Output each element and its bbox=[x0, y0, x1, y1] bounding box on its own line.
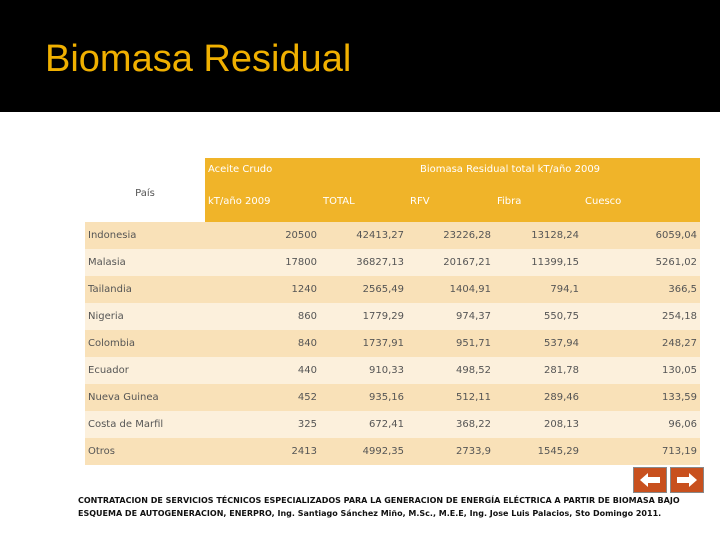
country-cell: Malasia bbox=[85, 249, 205, 276]
value-cell: 6059,04 bbox=[582, 222, 701, 249]
country-cell: Ecuador bbox=[85, 357, 205, 384]
value-cell: 840 bbox=[205, 330, 320, 357]
value-cell: 96,06 bbox=[582, 411, 701, 438]
table-row: Otros 2413 4992,35 2733,9 1545,29 713,19 bbox=[85, 438, 701, 465]
table-row: Indonesia 20500 42413,27 23226,28 13128,24 60… bbox=[85, 222, 701, 249]
table-row: Colombia 840 1737,91 951,71 537,94 248,27 bbox=[85, 330, 701, 357]
value-cell: 2413 bbox=[205, 438, 320, 465]
value-cell: 23226,28 bbox=[407, 222, 494, 249]
header-row: País Aceite Crudo Biomasa Residual total… bbox=[85, 158, 701, 222]
source-note: CONTRATACION DE SERVICIOS TÉCNICOS ESPEC… bbox=[78, 496, 680, 518]
value-cell: 935,16 bbox=[320, 384, 407, 411]
value-cell: 13128,24 bbox=[494, 222, 582, 249]
value-cell: 1779,29 bbox=[320, 303, 407, 330]
value-cell: 281,78 bbox=[494, 357, 582, 384]
country-cell: Tailandia bbox=[85, 276, 205, 303]
value-cell: 512,11 bbox=[407, 384, 494, 411]
value-cell: 951,71 bbox=[407, 330, 494, 357]
value-cell: 4992,35 bbox=[320, 438, 407, 465]
value-cell: 1404,91 bbox=[407, 276, 494, 303]
value-cell: 910,33 bbox=[320, 357, 407, 384]
value-cell: 440 bbox=[205, 357, 320, 384]
table-row: Ecuador 440 910,33 498,52 281,78 130,05 bbox=[85, 357, 701, 384]
value-cell: 974,37 bbox=[407, 303, 494, 330]
value-cell: 794,1 bbox=[494, 276, 582, 303]
country-cell: Nueva Guinea bbox=[85, 384, 205, 411]
prev-icon bbox=[640, 473, 660, 487]
nav-buttons bbox=[633, 467, 705, 493]
value-cell: 289,46 bbox=[494, 384, 582, 411]
next-icon bbox=[677, 473, 697, 487]
country-cell: Costa de Marfil bbox=[85, 411, 205, 438]
next-button[interactable] bbox=[670, 467, 704, 493]
value-cell: 368,22 bbox=[407, 411, 494, 438]
value-cell: 537,94 bbox=[494, 330, 582, 357]
value-cell: 672,41 bbox=[320, 411, 407, 438]
slide-title: Biomasa Residual bbox=[45, 38, 352, 80]
header-row: kT/año 2009 TOTAL RFV Fibra Cuesco bbox=[85, 190, 701, 222]
value-cell: 1545,29 bbox=[494, 438, 582, 465]
table-row: Nueva Guinea 452 935,16 512,11 289,46 133,59 bbox=[85, 384, 701, 411]
value-cell: 452 bbox=[205, 384, 320, 411]
value-cell: 11399,15 bbox=[494, 249, 582, 276]
header-cell: Fibra bbox=[494, 190, 582, 222]
country-cell: Otros bbox=[85, 438, 205, 465]
country-cell: Indonesia bbox=[85, 222, 205, 249]
value-cell: 1240 bbox=[205, 276, 320, 303]
header-cell: Cuesco bbox=[582, 190, 701, 222]
value-cell: 1737,91 bbox=[320, 330, 407, 357]
header-cell: TOTAL bbox=[320, 190, 407, 222]
table-row: Nigeria 860 1779,29 974,37 550,75 254,18 bbox=[85, 303, 701, 330]
country-cell: Nigeria bbox=[85, 303, 205, 330]
header-cell: RFV bbox=[407, 190, 494, 222]
value-cell: 2733,9 bbox=[407, 438, 494, 465]
value-cell: 248,27 bbox=[582, 330, 701, 357]
table-row: Tailandia 1240 2565,49 1404,91 794,1 366,5 bbox=[85, 276, 701, 303]
header-cell: kT/año 2009 bbox=[205, 190, 320, 222]
value-cell: 2565,49 bbox=[320, 276, 407, 303]
value-cell: 860 bbox=[205, 303, 320, 330]
value-cell: 713,19 bbox=[582, 438, 701, 465]
value-cell: 20167,21 bbox=[407, 249, 494, 276]
header-cell: Aceite Crudo bbox=[205, 158, 320, 190]
header-cell: Biomasa Residual total kT/año 2009 bbox=[320, 158, 701, 190]
value-cell: 5261,02 bbox=[582, 249, 701, 276]
value-cell: 325 bbox=[205, 411, 320, 438]
value-cell: 130,05 bbox=[582, 357, 701, 384]
table-row: Costa de Marfil 325 672,41 368,22 208,13 96,0… bbox=[85, 411, 701, 438]
value-cell: 42413,27 bbox=[320, 222, 407, 249]
data-table: País Aceite Crudo Biomasa Residual total… bbox=[85, 158, 701, 465]
header-band: Biomasa Residual bbox=[0, 0, 720, 112]
table-row: Malasia 17800 36827,13 20167,21 11399,15 5261… bbox=[85, 249, 701, 276]
header-cell: País bbox=[85, 158, 205, 222]
value-cell: 254,18 bbox=[582, 303, 701, 330]
value-cell: 498,52 bbox=[407, 357, 494, 384]
value-cell: 550,75 bbox=[494, 303, 582, 330]
value-cell: 20500 bbox=[205, 222, 320, 249]
value-cell: 17800 bbox=[205, 249, 320, 276]
value-cell: 133,59 bbox=[582, 384, 701, 411]
value-cell: 36827,13 bbox=[320, 249, 407, 276]
value-cell: 366,5 bbox=[582, 276, 701, 303]
country-cell: Colombia bbox=[85, 330, 205, 357]
value-cell: 208,13 bbox=[494, 411, 582, 438]
prev-button[interactable] bbox=[633, 467, 667, 493]
